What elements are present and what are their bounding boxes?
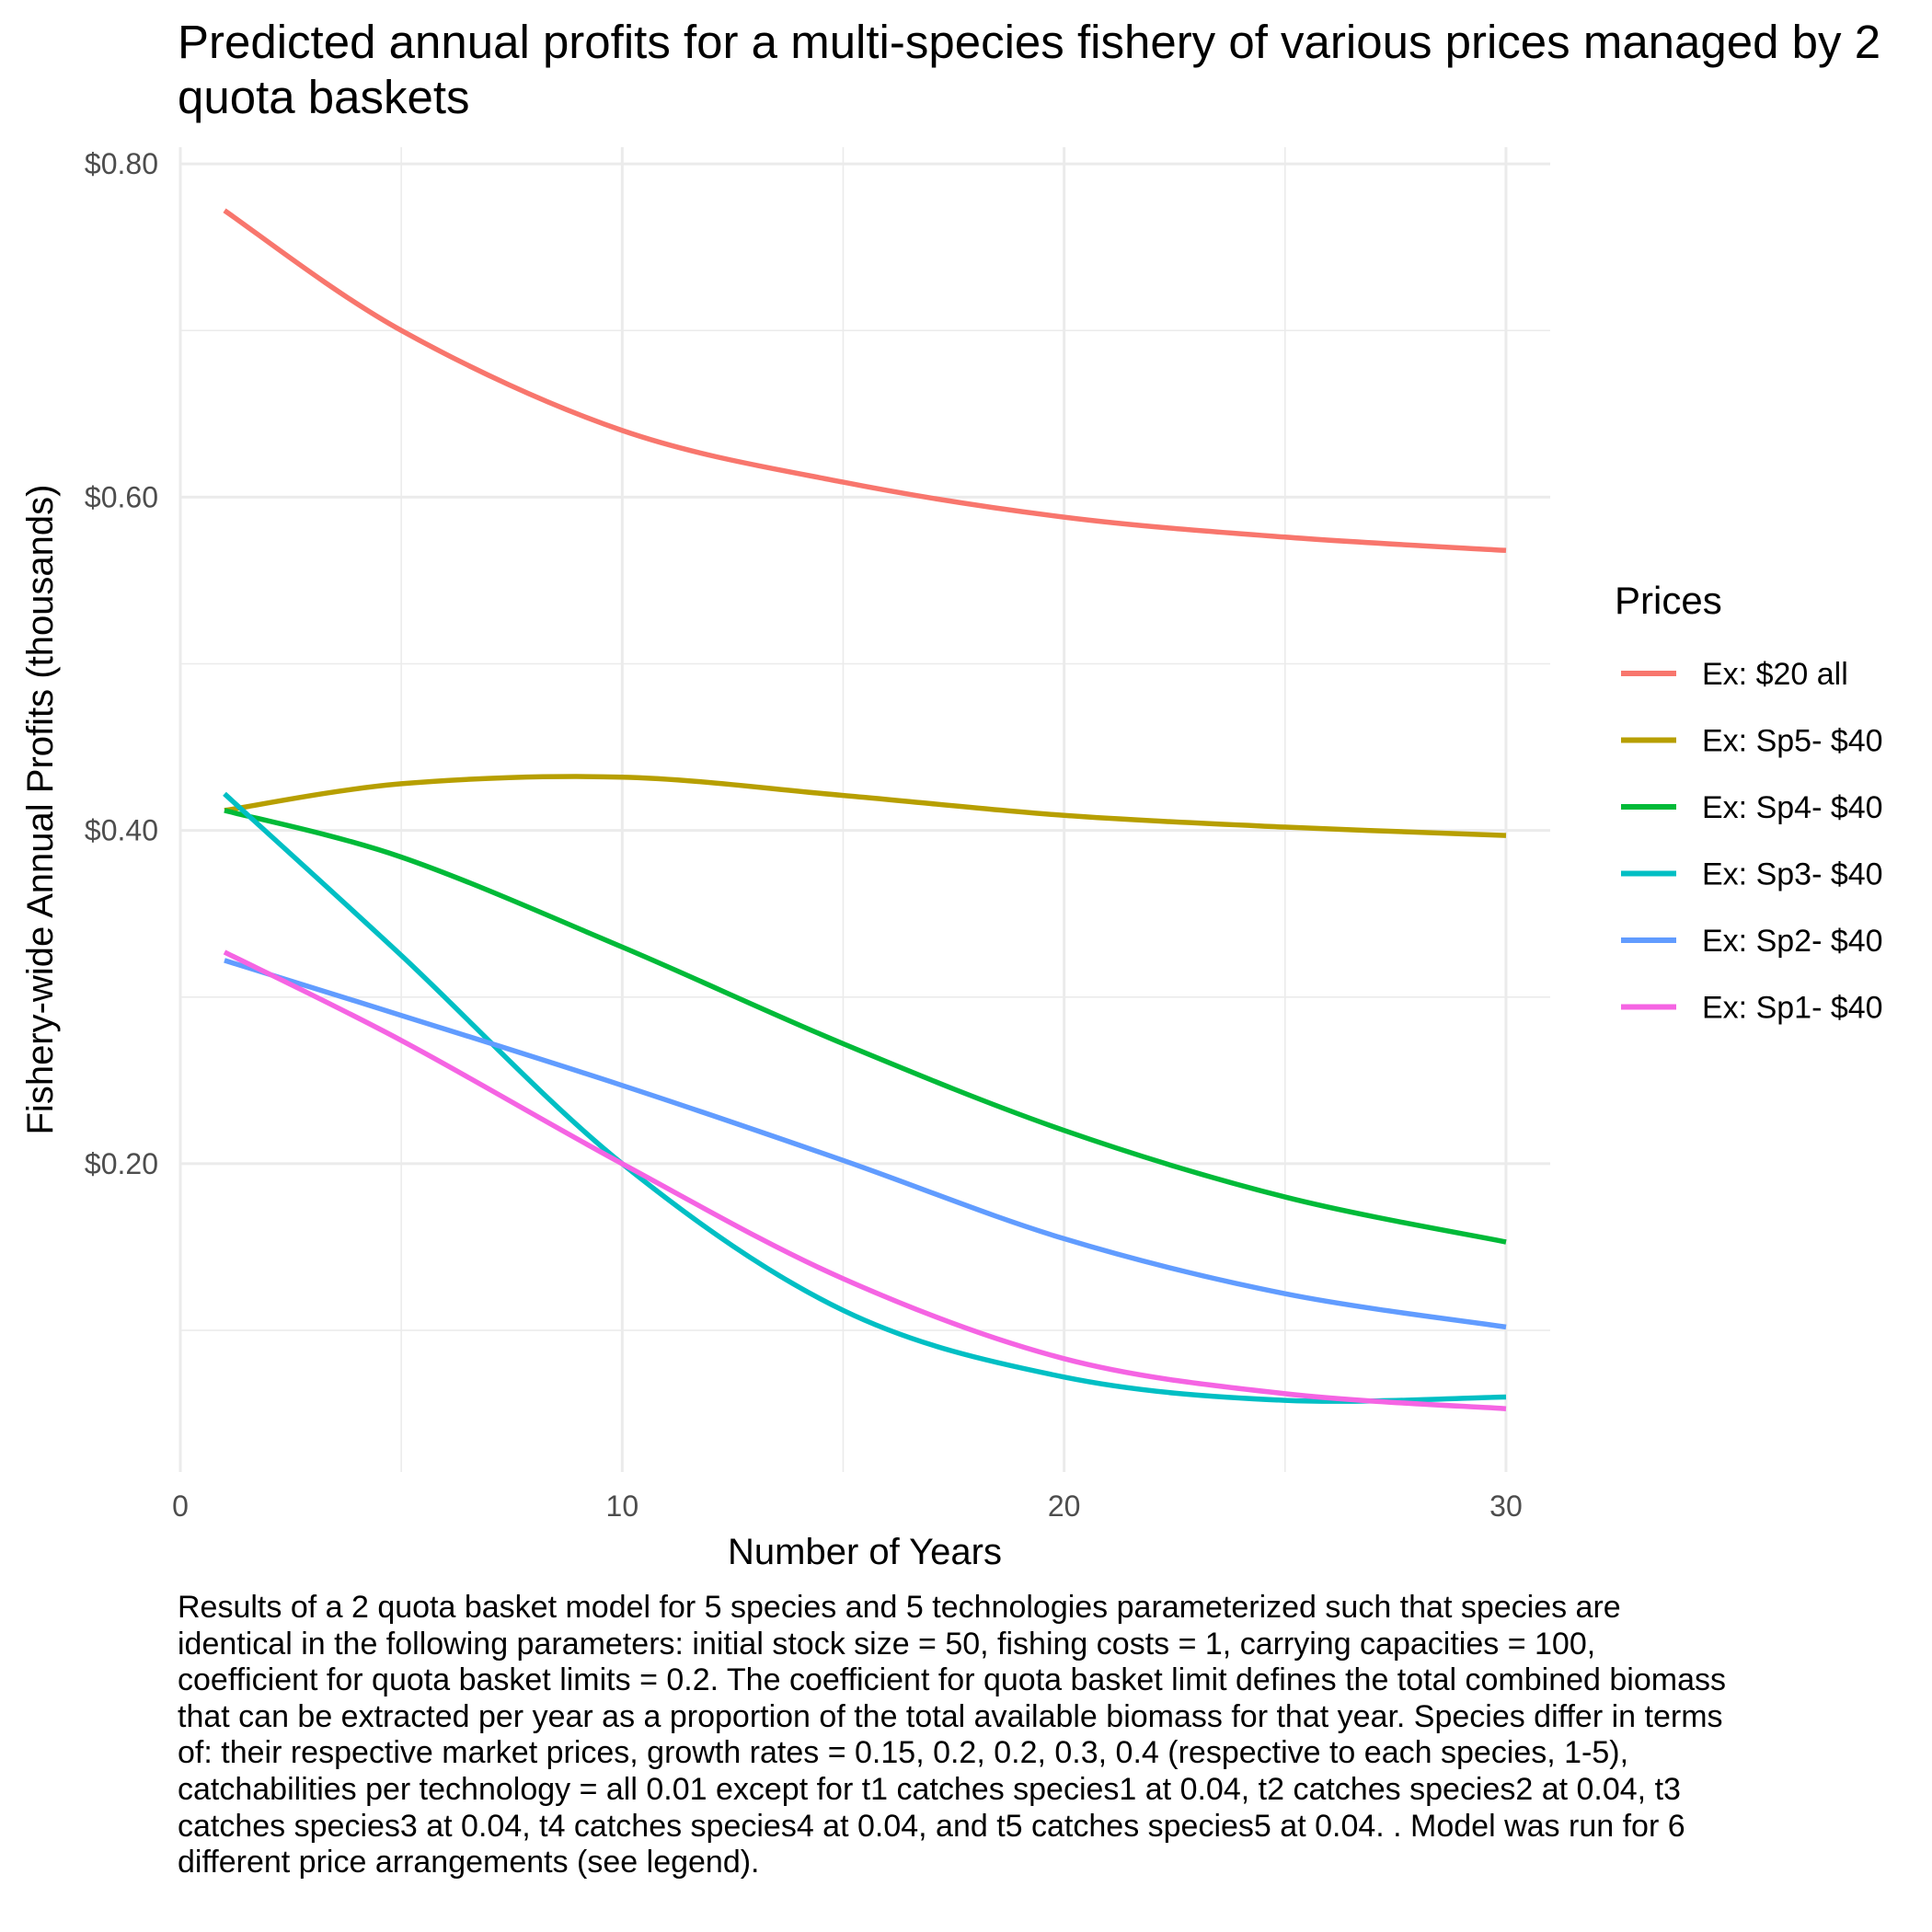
y-tick-label: $0.40: [85, 814, 158, 847]
legend-title: Prices: [1615, 579, 1722, 622]
series-line-ex-sp3-40: [223, 791, 1507, 1404]
x-tick-label: 0: [172, 1489, 189, 1523]
figure-caption: Results of a 2 quota basket model for 5 …: [178, 1590, 1726, 1880]
y-axis-title: Fishery-wide Annual Profits (thousands): [20, 485, 61, 1135]
legend-label-ex-sp4-40: Ex: Sp4- $40: [1702, 790, 1883, 825]
legend-label-ex-sp5-40: Ex: Sp5- $40: [1702, 724, 1883, 759]
x-tick-label: 30: [1489, 1489, 1523, 1523]
legend-label-ex-sp1-40: Ex: Sp1- $40: [1702, 991, 1883, 1026]
series-line-ex-20-all: [223, 208, 1507, 554]
chart-title: Predicted annual profits for a multi-spe…: [178, 16, 1881, 123]
grid-lines: [178, 147, 1550, 1472]
x-tick-label: 10: [606, 1489, 639, 1523]
y-tick-label: $0.20: [85, 1147, 158, 1180]
series-line-ex-sp1-40: [223, 949, 1507, 1411]
series-line-ex-sp5-40: [224, 774, 1507, 838]
series-line-ex-sp2-40: [224, 958, 1507, 1330]
x-tick-label: 20: [1048, 1489, 1081, 1523]
legend-label-ex-sp3-40: Ex: Sp3- $40: [1702, 857, 1883, 892]
legend: Prices Ex: $20 all Ex: Sp5- $40 Ex: Sp4- $…: [1615, 579, 1883, 1026]
x-axis-title: Number of Years: [728, 1532, 1002, 1572]
y-tick-label: $0.60: [85, 480, 158, 513]
legend-label-ex-20-all: Ex: $20 all: [1702, 657, 1848, 692]
legend-items: Ex: $20 all Ex: Sp5- $40 Ex: Sp4- $40 Ex: S…: [1621, 657, 1883, 1026]
y-tick-label: $0.80: [85, 147, 158, 180]
legend-label-ex-sp2-40: Ex: Sp2- $40: [1702, 924, 1883, 959]
x-axis-ticks: 0 10 20 30: [172, 1489, 1523, 1523]
series-line-ex-sp4-40: [224, 808, 1507, 1245]
y-axis-ticks: $0.20 $0.40 $0.60 $0.80: [85, 147, 158, 1180]
series-lines: [223, 208, 1507, 1411]
